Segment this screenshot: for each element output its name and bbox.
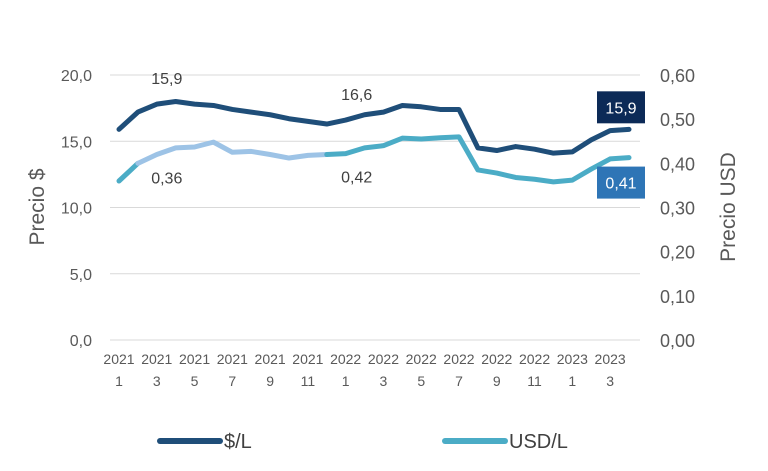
x-tick-month: 7 — [455, 373, 463, 389]
x-tick-month: 1 — [115, 373, 123, 389]
x-tick-year: 2022 — [519, 351, 550, 367]
data-label: 0,36 — [151, 171, 182, 188]
x-tick-year: 2022 — [443, 351, 474, 367]
x-tick-year: 2022 — [481, 351, 512, 367]
data-label: 0,41 — [605, 176, 636, 193]
data-label-box — [597, 91, 645, 124]
x-axis-ticks: 2021 1 2021 3 2021 5 2021 7 2021 9 2021 11 2022 1 2022… — [103, 351, 625, 389]
legend-label-price-ars: $/L — [224, 431, 252, 453]
right-axis-ticks: 0,00 0,10 0,20 0,30 0,40 0,50 0,60 — [660, 66, 695, 351]
right-tick-label: 0,00 — [660, 331, 695, 351]
left-tick-label: 5,0 — [70, 267, 92, 284]
x-tick-month: 9 — [493, 373, 501, 389]
x-tick-month: 1 — [568, 373, 576, 389]
left-axis-label: Precio $ — [26, 168, 49, 245]
x-tick-month: 7 — [228, 373, 236, 389]
x-tick-month: 11 — [301, 373, 316, 389]
data-label-box — [597, 166, 645, 199]
left-tick-label: 0,0 — [70, 333, 92, 350]
series-line-usd-start — [116, 160, 141, 184]
legend-label-price-usd: USD/L — [509, 431, 568, 453]
data-labels: 15,9 16,6 15,9 0,36 0,42 0,41 — [151, 71, 645, 199]
right-tick-label: 0,40 — [660, 154, 695, 174]
right-tick-label: 0,50 — [660, 110, 695, 130]
left-tick-label: 20,0 — [61, 68, 92, 85]
series-line-usd — [324, 134, 632, 185]
right-tick-label: 0,20 — [660, 243, 695, 263]
right-tick-label: 0,60 — [660, 66, 695, 86]
series-line-ars — [116, 99, 632, 156]
x-tick-year: 2023 — [595, 351, 626, 367]
x-tick-month: 3 — [380, 373, 388, 389]
x-tick-year: 2021 — [292, 351, 323, 367]
x-tick-year: 2021 — [255, 351, 286, 367]
x-tick-year: 2021 — [141, 351, 172, 367]
left-tick-label: 15,0 — [61, 134, 92, 151]
x-tick-month: 5 — [417, 373, 425, 389]
right-tick-label: 0,30 — [660, 199, 695, 219]
x-tick-month: 1 — [342, 373, 350, 389]
series-lines — [116, 99, 632, 185]
x-tick-year: 2022 — [330, 351, 361, 367]
data-label: 16,6 — [341, 87, 372, 104]
data-label: 15,9 — [605, 100, 636, 117]
series-line-usd-faded — [135, 139, 330, 166]
gridlines — [110, 74, 640, 341]
right-tick-label: 0,10 — [660, 287, 695, 307]
right-axis-label: Precio USD — [717, 152, 740, 262]
x-tick-month: 3 — [606, 373, 614, 389]
x-tick-month: 5 — [191, 373, 199, 389]
x-tick-month: 9 — [266, 373, 274, 389]
x-tick-year: 2021 — [179, 351, 210, 367]
left-tick-label: 10,0 — [61, 201, 92, 218]
data-label: 15,9 — [151, 71, 182, 88]
x-tick-month: 11 — [527, 373, 542, 389]
x-tick-month: 3 — [153, 373, 161, 389]
data-label: 0,42 — [341, 170, 372, 187]
x-tick-year: 2022 — [368, 351, 399, 367]
x-tick-year: 2021 — [103, 351, 134, 367]
legend: $/L USD/L — [157, 431, 568, 453]
x-tick-year: 2022 — [406, 351, 437, 367]
left-axis-ticks: 0,0 5,0 10,0 15,0 20,0 — [61, 68, 92, 350]
x-tick-year: 2021 — [217, 351, 248, 367]
x-tick-year: 2023 — [557, 351, 588, 367]
